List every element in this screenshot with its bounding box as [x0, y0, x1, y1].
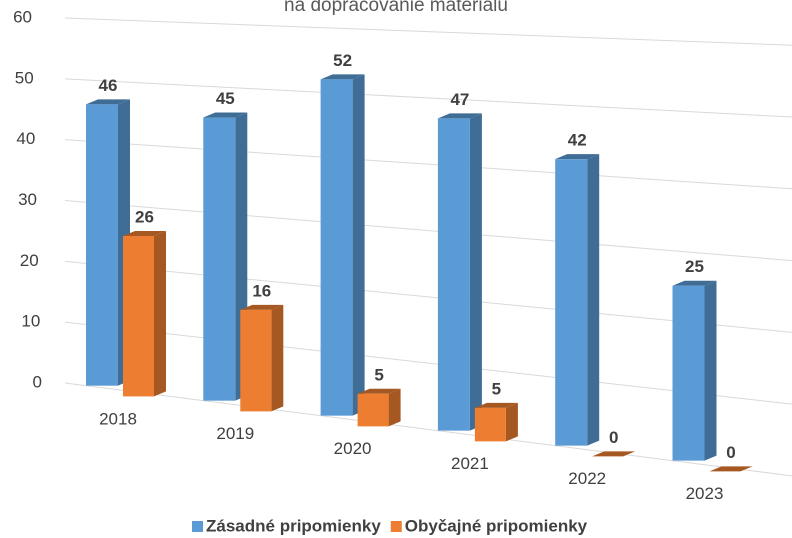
- value-label: 52: [333, 51, 352, 70]
- y-tick-label: 0: [33, 372, 42, 391]
- y-tick-label: 30: [18, 190, 37, 209]
- bar-top: [86, 99, 130, 105]
- bar: [320, 79, 353, 416]
- legend-label: Obyčajné pripomienky: [405, 516, 588, 535]
- grid-line: [64, 382, 792, 477]
- bar: [474, 407, 506, 442]
- bar: [555, 159, 588, 446]
- y-tick-label: 20: [20, 251, 39, 270]
- legend-swatch: [192, 521, 203, 532]
- value-label: 5: [374, 365, 383, 384]
- grid-line: [64, 260, 792, 333]
- legend-swatch: [390, 521, 402, 532]
- legend: Zásadné pripomienky Obyčajné pripomienky: [192, 516, 588, 535]
- bar: [437, 118, 470, 431]
- bar-top: [203, 112, 248, 118]
- x-tick-label: 2023: [686, 484, 724, 503]
- bar-top: [437, 113, 482, 119]
- bar: [357, 393, 389, 427]
- bar: [203, 117, 236, 401]
- x-tick-label: 2018: [99, 409, 137, 428]
- bar-group: [123, 230, 166, 397]
- y-tick-label: 10: [21, 312, 40, 331]
- value-label: 0: [609, 428, 618, 447]
- x-tick-label: 2022: [568, 469, 606, 488]
- value-label: 45: [216, 89, 235, 108]
- legend-label: Zásadné pripomienky: [206, 516, 381, 535]
- x-tick-label: 2019: [216, 424, 254, 443]
- bar-side: [271, 304, 284, 412]
- value-label: 46: [99, 76, 118, 95]
- bar-side: [704, 280, 717, 461]
- value-label: 16: [252, 281, 271, 300]
- y-tick-label: 40: [16, 129, 35, 148]
- bar-top: [709, 466, 753, 472]
- bar-group: [592, 451, 636, 457]
- bar-side: [587, 154, 600, 446]
- y-tick-label: 50: [15, 68, 34, 87]
- value-label: 47: [450, 90, 469, 109]
- bar-group: [320, 74, 365, 416]
- grid-line: [64, 17, 792, 46]
- value-label: 42: [568, 131, 587, 150]
- bar-group: [555, 154, 600, 446]
- bar: [123, 235, 154, 397]
- bar-top: [555, 154, 600, 160]
- value-label: 0: [726, 443, 735, 462]
- bar-top: [672, 280, 717, 286]
- bar-side: [154, 230, 166, 397]
- chart-title: na dopracovanie materiálu: [284, 0, 508, 16]
- bar-top: [474, 402, 518, 408]
- bar-group: [672, 280, 717, 461]
- bar: [672, 285, 705, 461]
- grid-line: [64, 200, 792, 262]
- grid-line: [64, 78, 792, 118]
- x-tick-label: 2020: [334, 439, 372, 458]
- bar-side: [505, 402, 518, 442]
- bar-group: [357, 388, 401, 427]
- value-label: 5: [492, 379, 501, 398]
- x-tick-label: 2021: [451, 454, 489, 473]
- bar-group: [474, 402, 518, 442]
- value-label: 26: [135, 207, 154, 226]
- bar-group: [709, 466, 753, 472]
- bar-side: [469, 113, 482, 431]
- grid-line: [64, 139, 792, 190]
- bar-side: [352, 74, 365, 416]
- bar-top: [240, 304, 284, 310]
- bar-side: [388, 388, 401, 427]
- bar-group: [437, 113, 482, 431]
- bar-top: [592, 451, 636, 457]
- bar: [240, 309, 272, 412]
- bar-group: [240, 304, 284, 412]
- bar-top: [357, 388, 401, 394]
- bar-top: [123, 230, 166, 236]
- y-tick-label: 60: [13, 7, 32, 26]
- value-label: 25: [685, 257, 704, 276]
- grid-line: [64, 321, 792, 405]
- bar: [86, 104, 118, 386]
- bar-top: [320, 74, 365, 80]
